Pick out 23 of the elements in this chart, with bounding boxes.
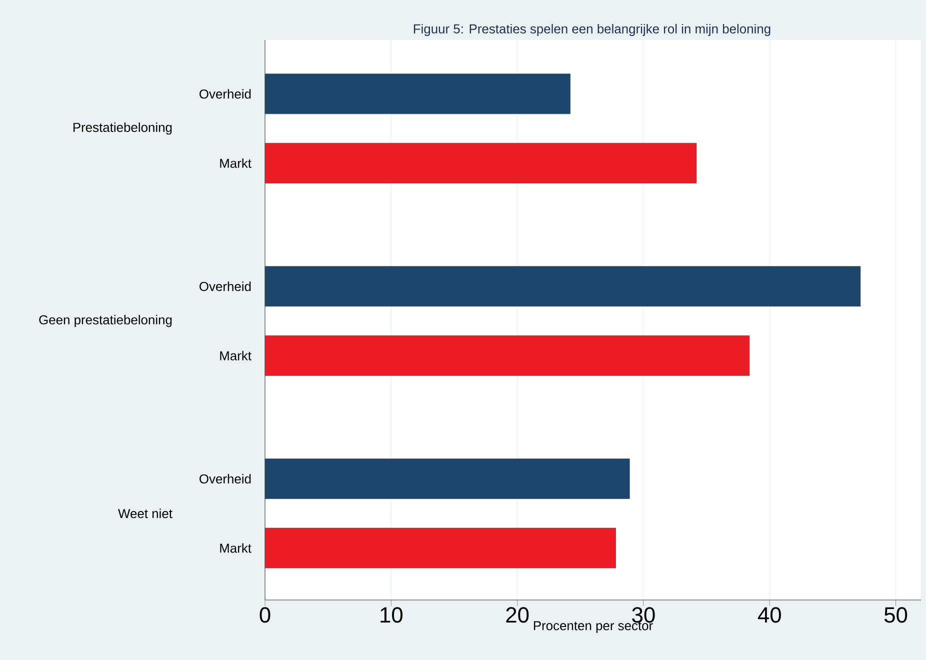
series-label: Markt [220,158,252,168]
x-tick-label: 0 [260,607,270,623]
x-tick-label: 40 [758,607,781,623]
text: Markt [220,350,252,360]
y-tick-label: Geen prestatiebeloning [39,314,172,327]
chart-title: Figuur 5: Prestaties spelen een belangrijke rol in mijn beloning [414,24,770,36]
bar [264,458,630,499]
x-tick-label: 50 [884,607,908,623]
y-tick-label: Weet niet [118,508,172,518]
text: Markt [220,543,252,553]
bar [264,528,616,568]
text: Overheid [200,282,251,292]
x-axis-title: Procenten per sector [534,621,653,633]
x-tick-label: 30 [632,607,655,623]
bar [264,335,750,376]
bar [264,74,570,114]
y-tick-label: Prestatiebeloning [73,122,172,135]
bar [264,266,861,307]
series-label: Overheid [200,89,251,99]
x-tick-label: 10 [380,607,402,623]
x-tick-label: 20 [506,607,529,623]
bar [264,142,697,184]
text: Overheid [200,474,251,484]
